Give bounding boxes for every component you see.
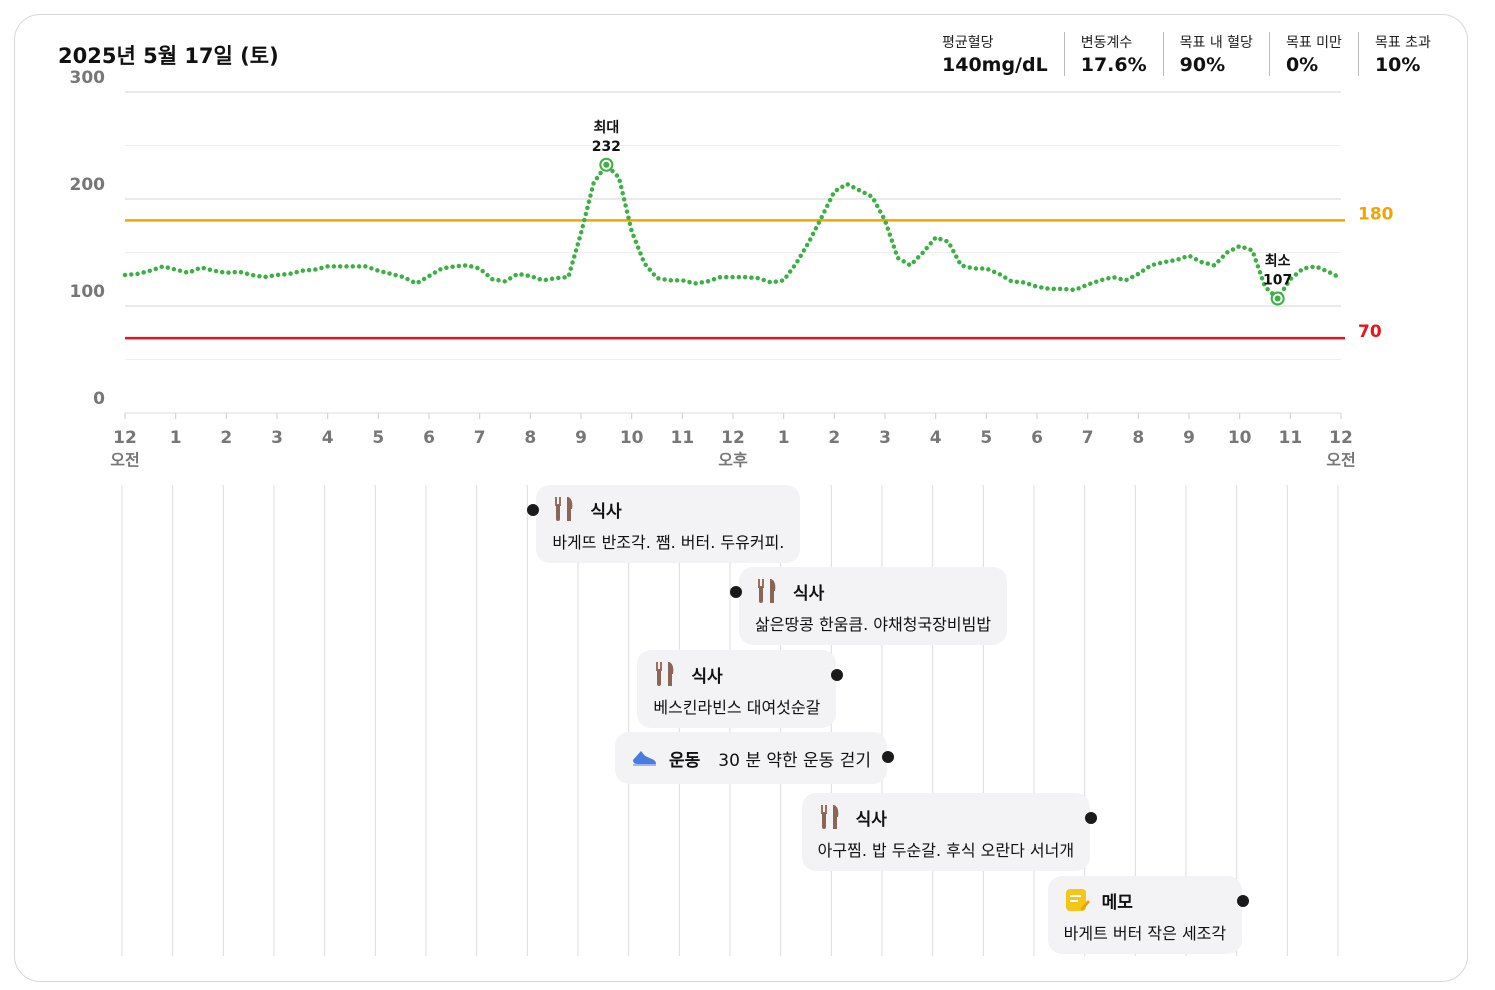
event-icon — [820, 805, 839, 829]
stat-value: 10% — [1374, 54, 1421, 76]
event-label: 식사 — [590, 501, 622, 522]
x-tick-label: 1 — [170, 428, 182, 448]
x-tick-label: 5 — [980, 428, 992, 448]
stat: 목표 내 혈당 90% — [1162, 32, 1269, 76]
y-tick-label: 100 — [70, 282, 106, 302]
x-tick-label: 11 — [670, 428, 694, 448]
x-tick-label: 5 — [372, 428, 384, 448]
card — [14, 14, 1468, 982]
x-tick-label: 7 — [474, 428, 486, 448]
stat-value: 17.6% — [1080, 54, 1147, 76]
x-tick-label: 4 — [930, 428, 942, 448]
event-label: 식사 — [855, 809, 887, 830]
event-icon — [633, 751, 656, 766]
x-tick-label: 7 — [1082, 428, 1094, 448]
stat: 목표 미만 0% — [1268, 32, 1358, 76]
stat: 변동계수 17.6% — [1063, 32, 1163, 76]
x-tick-label: 6 — [423, 428, 435, 448]
threshold-label: 180 — [1358, 204, 1394, 224]
annotation-label: 최대 — [593, 120, 619, 136]
event-dot — [527, 504, 540, 516]
event-icon — [656, 662, 674, 686]
x-tick-sublabel: 오후 — [718, 451, 748, 470]
event-icon — [1065, 889, 1090, 911]
glucose-line — [122, 161, 1344, 302]
x-tick-label: 12 — [1329, 428, 1353, 448]
extreme-marker-core — [1274, 295, 1281, 302]
stat-value: 90% — [1179, 54, 1226, 76]
x-tick-label: 10 — [620, 428, 644, 448]
event-header: 메모 — [1064, 886, 1226, 914]
event-text: 삶은땅콩 한움큼. 야채청국장비빔밥 — [755, 615, 992, 634]
event-dot — [730, 586, 742, 598]
event-header: 식사 — [653, 660, 820, 688]
x-tick-label: 3 — [879, 428, 891, 448]
stat-value: 140mg/dL — [942, 54, 1048, 76]
stats: 평균혈당 140mg/dL 변동계수 17.6% 목표 내 혈당 90% 목표 미만 0% 목표… — [926, 32, 1447, 76]
event-dot — [831, 669, 844, 681]
x-tick-label: 10 — [1228, 428, 1252, 448]
event-icon — [758, 579, 776, 603]
x-tick-label: 11 — [1278, 428, 1302, 448]
event-text: 베스킨라빈스 대여섯순갈 — [653, 698, 821, 717]
event-label: 식사 — [691, 666, 723, 687]
event-label: 운동 — [669, 750, 701, 771]
y-tick-label: 0 — [93, 389, 105, 409]
event-text: 30 분 약한 운동 걷기 — [718, 750, 872, 771]
x-tick-sublabel: 오전 — [1326, 451, 1355, 470]
threshold-label: 70 — [1358, 322, 1382, 342]
x-tick-label: 6 — [1031, 428, 1043, 448]
event-card: 운동 30 분 약한 운동 걷기 — [615, 732, 888, 784]
event-text: 바게트 버터 작은 세조각 — [1063, 924, 1227, 943]
event-dot — [1084, 812, 1097, 824]
x-tick-sublabel: 오전 — [110, 451, 139, 470]
annotation-value: 107 — [1263, 273, 1292, 289]
x-tick-label: 12 — [721, 428, 745, 448]
stat-label: 평균혈당 — [942, 35, 994, 51]
event-text: 아구찜. 밥 두순갈. 후식 오란다 서너개 — [817, 841, 1075, 860]
stat-label: 변동계수 — [1080, 35, 1133, 51]
stat-value: 0% — [1285, 54, 1319, 76]
chart-title: 2025년 5월 17일 (토) — [58, 44, 279, 68]
stat: 목표 초과 10% — [1357, 32, 1447, 76]
stat-label: 목표 미만 — [1285, 35, 1342, 51]
x-tick-label: 2 — [220, 428, 232, 448]
stat-label: 목표 내 혈당 — [1179, 35, 1253, 51]
annotation-value: 232 — [592, 139, 621, 155]
annotation-label: 최소 — [1265, 254, 1291, 270]
event-dot — [1236, 895, 1249, 907]
x-tick-label: 9 — [1183, 428, 1195, 448]
x-tick-label: 8 — [1132, 428, 1144, 448]
x-tick-label: 4 — [322, 428, 334, 448]
event-header: 식사 — [818, 803, 1074, 831]
x-tick-label: 12 — [113, 428, 137, 448]
event-text: 바게뜨 반조각. 쨈. 버터. 두유커피. — [552, 533, 785, 552]
event-icon — [555, 497, 573, 521]
event-header: 식사 — [755, 577, 991, 605]
event-header: 운동 30 분 약한 운동 걷기 — [631, 744, 871, 772]
y-tick-label: 200 — [70, 175, 106, 195]
stat: 평균혈당 140mg/dL — [926, 32, 1064, 76]
x-tick-label: 9 — [575, 428, 587, 448]
x-tick-label: 1 — [778, 428, 790, 448]
y-tick-label: 300 — [70, 68, 106, 88]
extreme-marker-core — [603, 161, 610, 168]
stat-label: 목표 초과 — [1374, 35, 1431, 51]
event-label: 메모 — [1101, 892, 1133, 913]
x-tick-label: 8 — [524, 428, 536, 448]
x-tick-label: 3 — [271, 428, 283, 448]
event-dot — [882, 751, 894, 763]
x-tick-label: 2 — [828, 428, 840, 448]
event-header: 식사 — [552, 495, 784, 523]
event-label: 식사 — [793, 583, 825, 604]
